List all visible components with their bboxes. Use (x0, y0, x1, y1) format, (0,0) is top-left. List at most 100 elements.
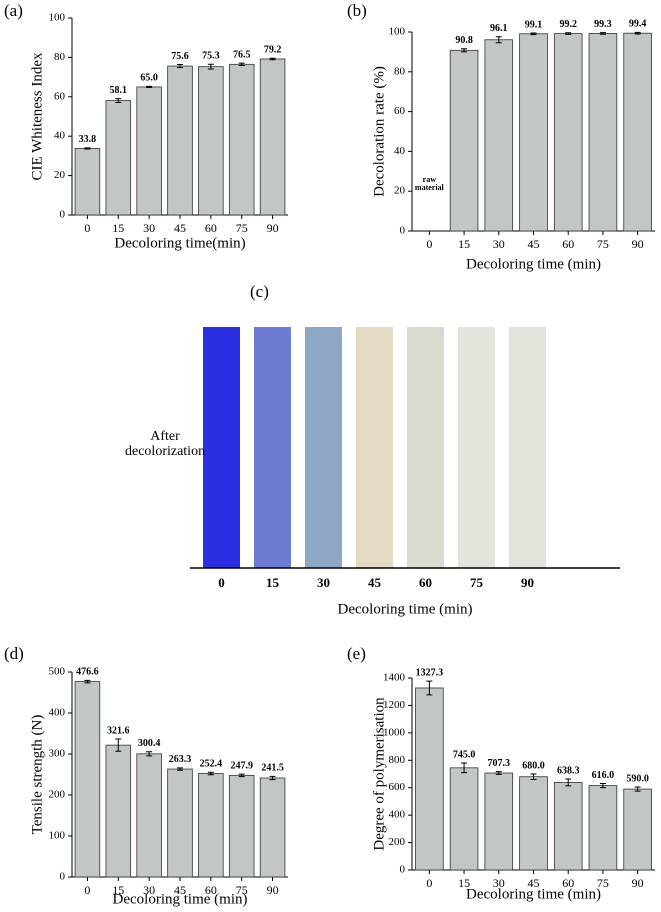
x-axis-label: Decoloring time (min) (338, 601, 473, 617)
error-bar (565, 778, 572, 787)
x-tick-label: 45 (528, 876, 540, 890)
error-bar (238, 773, 245, 778)
bar (484, 39, 514, 232)
sample-strip (356, 327, 393, 568)
x-tick-label: 60 (562, 237, 574, 251)
y-tick-label: 0 (60, 871, 66, 883)
x-tick-label: 75 (597, 876, 609, 890)
y-tick-label: 1400 (383, 672, 406, 684)
bar (74, 148, 101, 216)
error-bar (84, 679, 91, 684)
bar (415, 687, 444, 871)
value-label: 33.8 (79, 134, 97, 145)
value-label: 99.4 (629, 19, 647, 30)
value-label: 99.1 (525, 19, 543, 30)
bar (167, 768, 193, 878)
bar (484, 772, 514, 871)
x-tick-label: 30 (143, 883, 155, 897)
x-tick-label: 90 (267, 883, 279, 897)
x-tick-label: 90 (267, 221, 279, 235)
panel-label: (d) (4, 644, 24, 663)
x-axis-label: Decoloring time (min) (466, 886, 601, 902)
x-tick-label: 75 (597, 237, 609, 251)
sample-strip (509, 327, 546, 568)
error-bar (461, 762, 468, 774)
bar (449, 49, 479, 232)
value-label: 1327.3 (416, 667, 444, 678)
x-axis-label: Decoloring time(min) (114, 235, 245, 251)
bar (588, 785, 618, 871)
value-label: 590.0 (626, 773, 649, 784)
y-tick-label: 60 (394, 105, 406, 117)
x-tick-label: 60 (205, 883, 217, 897)
y-tick-label: 0 (400, 225, 406, 237)
x-tick-label: 30 (143, 221, 155, 235)
error-bar (177, 63, 183, 69)
row-label: After decolorization (125, 430, 205, 459)
y-tick-label: 1000 (383, 726, 406, 738)
value-label: 300.4 (138, 738, 161, 749)
panel-label: (e) (347, 644, 366, 663)
error-bar (599, 32, 606, 35)
annotation: raw material (414, 176, 444, 193)
x-tick-label: 0 (218, 575, 225, 590)
bar (228, 63, 255, 216)
value-label: 263.3 (169, 754, 192, 765)
x-tick-label: 15 (458, 237, 470, 251)
x-tick-label: 45 (528, 237, 540, 251)
panel-label: (b) (347, 1, 367, 20)
bar (74, 681, 101, 878)
y-tick-label: 20 (54, 169, 66, 181)
bar (519, 776, 548, 871)
bar (105, 744, 132, 878)
y-tick-label: 80 (394, 65, 406, 77)
error-bar (426, 680, 433, 696)
value-label: 476.6 (76, 667, 99, 678)
bar (259, 58, 286, 216)
y-axis-label: Tensile strength (N) (29, 715, 45, 835)
error-bar (115, 738, 122, 752)
sample-strip (407, 327, 444, 568)
error-bar (530, 773, 537, 780)
bar (553, 782, 583, 871)
bar (105, 100, 132, 216)
bar (136, 86, 162, 216)
sample-strip (305, 327, 342, 568)
error-bar (177, 767, 183, 771)
y-tick-label: 20 (394, 185, 406, 197)
y-axis-label: Decoloration rate (%) (371, 66, 387, 197)
value-label: 707.3 (488, 758, 511, 769)
y-axis-label: Degree of polymerisation (371, 697, 387, 851)
x-tick-label: 75 (470, 575, 484, 590)
value-label: 745.0 (453, 749, 476, 760)
value-label: 241.5 (261, 763, 284, 774)
row-label-box: After decolorization (125, 430, 205, 459)
x-tick-label: 90 (632, 237, 644, 251)
x-tick-label: 45 (174, 221, 186, 235)
value-label: 96.1 (490, 23, 508, 34)
value-label: 79.2 (264, 44, 282, 55)
y-axis-label: CIE Whiteness Index (29, 52, 45, 181)
error-bar (634, 786, 641, 792)
error-bar (207, 771, 214, 776)
y-tick-label: 400 (389, 809, 406, 821)
bar (198, 66, 224, 216)
bar (228, 774, 255, 878)
error-bar (146, 751, 153, 757)
y-tick-label: 40 (394, 145, 406, 157)
error-bar (269, 57, 276, 61)
bar (167, 65, 193, 216)
x-tick-label: 45 (368, 575, 382, 590)
value-label: 321.6 (107, 725, 130, 736)
x-tick-label: 15 (112, 221, 124, 235)
y-tick-label: 200 (49, 789, 66, 801)
y-tick-label: 60 (54, 90, 66, 102)
y-tick-label: 100 (49, 12, 66, 24)
y-tick-label: 40 (54, 130, 66, 142)
x-tick-label: 75 (236, 883, 248, 897)
error-bar (115, 98, 122, 104)
y-tick-label: 80 (54, 51, 66, 63)
x-tick-label: 75 (236, 221, 248, 235)
value-label: 99.3 (594, 19, 612, 30)
